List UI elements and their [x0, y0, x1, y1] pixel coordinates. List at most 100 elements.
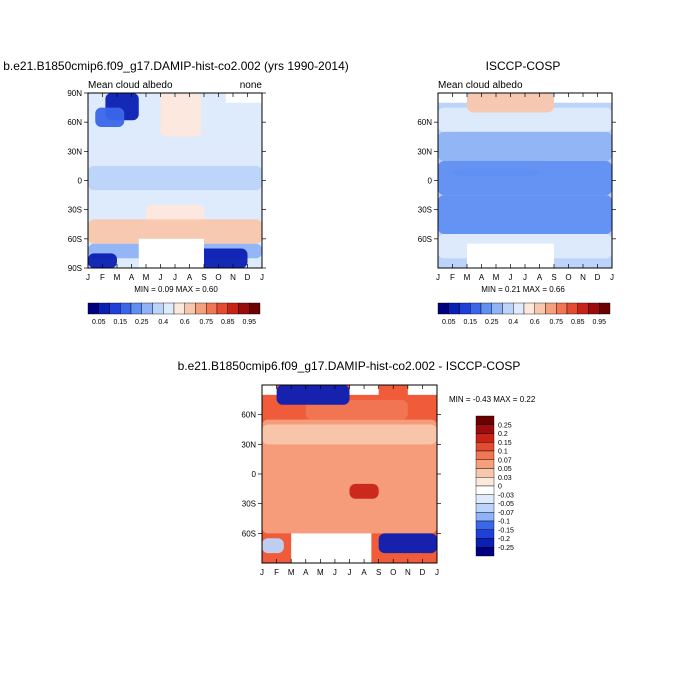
y-tick-label: 60S — [242, 529, 256, 538]
colorbar-label: 0.95 — [242, 319, 256, 326]
colorbar-swatch — [556, 302, 568, 315]
colorbar-swatch — [130, 302, 142, 315]
x-tick-label: J — [348, 568, 352, 577]
colorbar-swatch — [534, 302, 546, 315]
colorbar-swatch — [599, 302, 611, 315]
y-tick-label: 90S — [68, 264, 82, 273]
y-tick-label: 60N — [67, 118, 82, 127]
contour-region — [349, 483, 379, 499]
colorbar-swatch — [475, 433, 495, 443]
colorbar-label: 0.15 — [498, 440, 512, 447]
colorbar-swatch — [120, 302, 132, 315]
colorbar-swatch — [238, 302, 250, 315]
colorbar-swatch — [523, 302, 535, 315]
contour-region — [378, 533, 437, 554]
contour-region — [262, 419, 437, 534]
x-tick-label: O — [565, 273, 571, 282]
colorbar-swatch — [475, 450, 495, 460]
x-tick-label: A — [537, 273, 543, 282]
colorbar-swatch — [87, 302, 99, 315]
contour-region — [88, 141, 262, 166]
colorbar-label: 0.4 — [508, 319, 518, 326]
y-tick-label: 60N — [417, 118, 432, 127]
variable-label: Mean cloud albedo — [88, 80, 173, 91]
x-tick-label: A — [303, 568, 309, 577]
colorbar-swatch — [206, 302, 218, 315]
min-max-stats: MIN = -0.43 MAX = 0.22 — [449, 395, 536, 404]
colorbar-swatch — [173, 302, 185, 315]
variable-label: Mean cloud albedo — [438, 80, 523, 91]
contour-region — [276, 385, 350, 405]
colorbar-label: 0.6 — [530, 319, 540, 326]
x-tick-label: J — [436, 273, 440, 282]
colorbar-swatch — [152, 302, 164, 315]
colorbar-label: 0.25 — [485, 319, 499, 326]
colorbar-swatch — [470, 302, 482, 315]
colorbar-swatch — [448, 302, 460, 315]
x-tick-label: S — [201, 273, 206, 282]
contour-region — [467, 93, 554, 113]
colorbar-swatch — [249, 302, 261, 315]
y-tick-label: 60S — [68, 235, 82, 244]
colorbar-label: -0.07 — [498, 510, 514, 517]
y-tick-label: 30S — [418, 206, 432, 215]
contour-region — [438, 195, 612, 234]
x-tick-label: M — [143, 273, 150, 282]
contour-region — [160, 93, 202, 137]
x-tick-label: D — [595, 273, 601, 282]
colorbar-label: -0.03 — [498, 492, 514, 499]
x-tick-label: O — [390, 568, 396, 577]
min-max-stats: MIN = 0.21 MAX = 0.66 — [481, 285, 565, 294]
x-tick-label: N — [405, 568, 411, 577]
x-tick-label: A — [361, 568, 367, 577]
colorbar-label: -0.05 — [498, 501, 514, 508]
colorbar-label: 0.25 — [498, 422, 512, 429]
missing-data-mask — [225, 93, 262, 103]
x-tick-label: F — [450, 273, 455, 282]
colorbar-swatch — [475, 494, 495, 504]
colorbar-swatch — [491, 302, 503, 315]
y-tick-label: 90N — [67, 89, 82, 98]
colorbar-label: 0 — [498, 484, 502, 491]
colorbar-swatch — [475, 415, 495, 425]
y-tick-label: 30N — [417, 147, 432, 156]
colorbar: 0.05 0.15 0.25 0.4 0.6 0.75 0.85 0.95 — [437, 302, 611, 326]
colorbar-label: 0.03 — [498, 475, 512, 482]
panel-2: ISCCP-COSP Mean cloud albedo MIN = 0.21 MA… — [417, 59, 616, 326]
colorbar-label: 0.05 — [92, 319, 106, 326]
y-tick-label: 30S — [68, 206, 82, 215]
x-tick-label: O — [215, 273, 221, 282]
colorbar-swatch — [475, 512, 495, 522]
colorbar-label: 0.75 — [549, 319, 563, 326]
colorbar-swatch — [475, 442, 495, 452]
y-tick-label: 0 — [252, 470, 257, 479]
colorbar-swatch — [163, 302, 175, 315]
y-tick-label: 30S — [242, 500, 256, 509]
x-tick-label: J — [173, 273, 177, 282]
colorbar-label: -0.25 — [498, 545, 514, 552]
x-tick-label: F — [100, 273, 105, 282]
colorbar-swatch — [437, 302, 449, 315]
x-tick-label: J — [523, 273, 527, 282]
x-tick-label: M — [493, 273, 500, 282]
colorbar-swatch — [475, 538, 495, 548]
colorbar-label: 0.6 — [180, 319, 190, 326]
x-tick-label: J — [86, 273, 90, 282]
missing-data-mask — [262, 385, 277, 395]
colorbar-swatch — [475, 477, 495, 487]
colorbar-swatch — [216, 302, 228, 315]
units-label: none — [240, 80, 263, 91]
colorbar-swatch — [513, 302, 525, 315]
colorbar-swatch — [475, 468, 495, 478]
x-tick-label: J — [260, 273, 264, 282]
colorbar-swatch — [227, 302, 239, 315]
missing-data-mask — [467, 243, 554, 268]
x-tick-label: M — [464, 273, 471, 282]
colorbar-label: 0.25 — [135, 319, 149, 326]
x-tick-label: D — [420, 568, 426, 577]
y-tick-label: 30N — [67, 147, 82, 156]
contour-region — [452, 168, 540, 176]
colorbar-swatch — [475, 503, 495, 513]
colorbar-swatch — [475, 485, 495, 495]
colorbar-swatch — [195, 302, 207, 315]
